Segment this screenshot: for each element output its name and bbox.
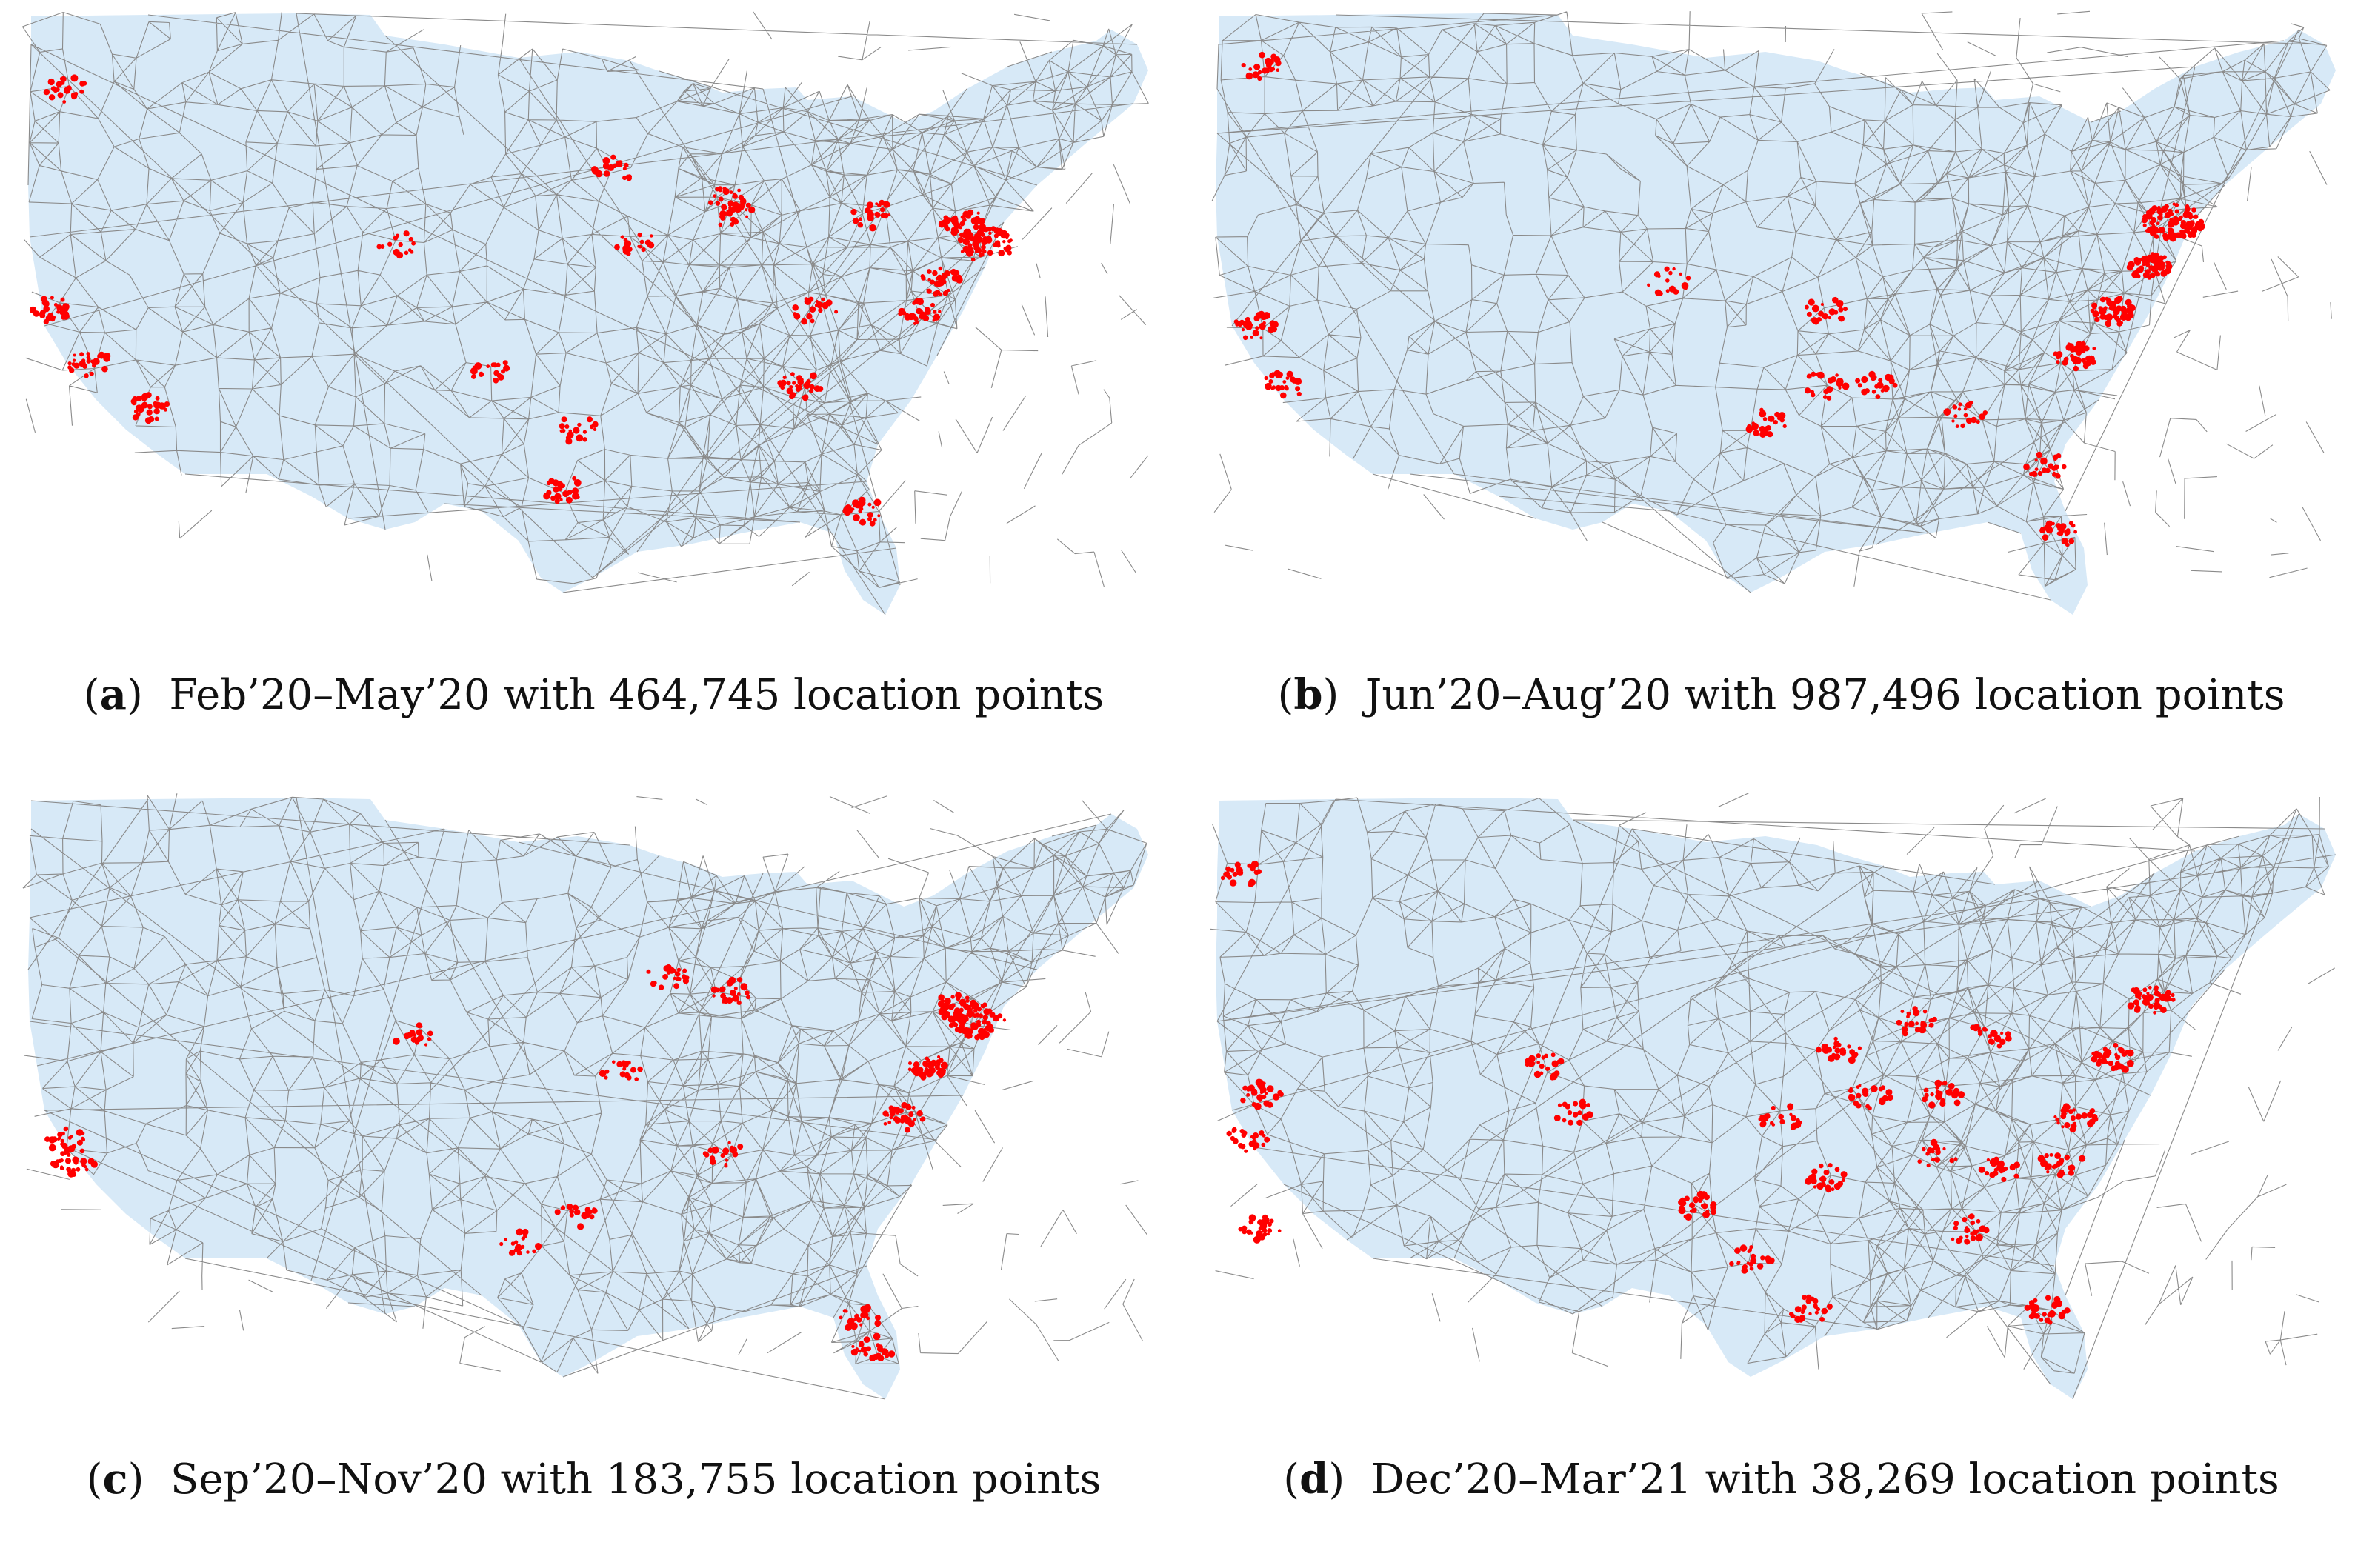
caption-c: (c) Sep’20–Nov’20 with 183,755 location … bbox=[86, 1455, 1102, 1504]
mesh-edges-a bbox=[21, 11, 1149, 615]
map-a bbox=[21, 11, 1149, 615]
caption-b: (b) Jun’20–Aug’20 with 987,496 location … bbox=[1277, 670, 2285, 719]
caption-text-a: Feb’20–May’20 with 464,745 location poin… bbox=[169, 671, 1105, 719]
map-d bbox=[1210, 793, 2336, 1400]
caption-text-b: Jun’20–Aug’20 with 987,496 location poin… bbox=[1365, 671, 2285, 719]
triangulation-mesh-a bbox=[21, 11, 1149, 615]
triangulation-mesh-c bbox=[22, 793, 1147, 1400]
map-b bbox=[1211, 10, 2336, 615]
mesh-edges-b bbox=[1211, 10, 2332, 601]
panel-c: (c) Sep’20–Nov’20 with 183,755 location … bbox=[0, 784, 1188, 1568]
location-point-clusters-b bbox=[1233, 51, 2205, 547]
us-landmass-c bbox=[28, 798, 1148, 1399]
caption-label-a: a bbox=[99, 670, 127, 719]
mesh-edges-d bbox=[1210, 793, 2336, 1400]
panel-a: (a) Feb’20–May’20 with 464,745 location … bbox=[0, 0, 1188, 784]
location-point-clusters-d bbox=[1220, 860, 2176, 1325]
caption-label-d: d bbox=[1299, 1455, 1329, 1504]
triangulation-mesh-b bbox=[1211, 10, 2332, 601]
panel-d: (d) Dec’20–Mar’21 with 38,269 location p… bbox=[1188, 784, 2375, 1568]
panel-b: (b) Jun’20–Aug’20 with 987,496 location … bbox=[1188, 0, 2375, 784]
mesh-edges-c bbox=[22, 793, 1147, 1400]
location-point-clusters-a bbox=[29, 74, 1013, 527]
caption-text-c: Sep’20–Nov’20 with 183,755 location poin… bbox=[170, 1455, 1102, 1504]
map-c bbox=[22, 793, 1148, 1400]
caption-label-b: b bbox=[1293, 670, 1323, 719]
location-point-clusters-c bbox=[44, 964, 1007, 1361]
caption-label-c: c bbox=[102, 1455, 128, 1504]
us-landmass-b bbox=[1216, 13, 2336, 615]
us-landmass-d bbox=[1216, 798, 2336, 1399]
caption-text-d: Dec’20–Mar’21 with 38,269 location point… bbox=[1370, 1455, 2279, 1504]
caption-d: (d) Dec’20–Mar’21 with 38,269 location p… bbox=[1283, 1455, 2279, 1504]
triangulation-mesh-d bbox=[1210, 793, 2336, 1400]
caption-a: (a) Feb’20–May’20 with 464,745 location … bbox=[83, 670, 1105, 719]
